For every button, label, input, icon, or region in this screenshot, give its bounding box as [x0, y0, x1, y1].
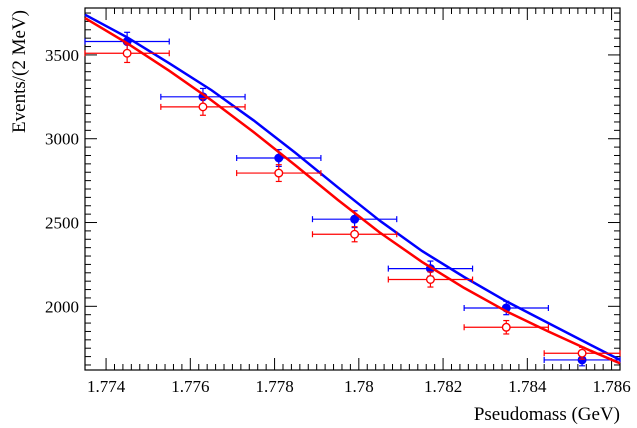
x-axis-title: Pseudomass (GeV): [474, 404, 620, 425]
fit-curve-red: [84, 17, 621, 365]
y-tick-label: 2500: [45, 214, 79, 233]
data-point-filled: [274, 153, 284, 163]
data-point-open: [274, 168, 284, 178]
plot-frame: [84, 7, 621, 371]
x-tick-label: 1.782: [424, 377, 462, 396]
data-point-open: [122, 48, 132, 58]
data-point-open: [425, 275, 435, 285]
y-tick-label: 2000: [45, 297, 79, 316]
x-tick-label: 1.78: [344, 377, 374, 396]
y-tick-label: 3500: [45, 46, 79, 65]
data-point-open: [198, 102, 208, 112]
data-point-filled: [350, 214, 360, 224]
data-point-open: [501, 322, 511, 332]
x-tick-label: 1.778: [255, 377, 293, 396]
data-point-open: [577, 348, 587, 358]
data-point-open: [350, 229, 360, 239]
x-tick-label: 1.784: [508, 377, 547, 396]
y-axis-title: Events/(2 MeV): [9, 10, 30, 133]
fit-curve-blue: [84, 13, 621, 362]
plot-layer: 1.774 1.776 1.778 1.78 1.782 1.784 1.786 2000 25…: [45, 7, 631, 396]
x-tick-label: 1.774: [87, 377, 126, 396]
y-tick-label: 3000: [45, 130, 79, 149]
x-tick-label: 1.776: [171, 377, 209, 396]
x-tick-label: 1.786: [592, 377, 630, 396]
